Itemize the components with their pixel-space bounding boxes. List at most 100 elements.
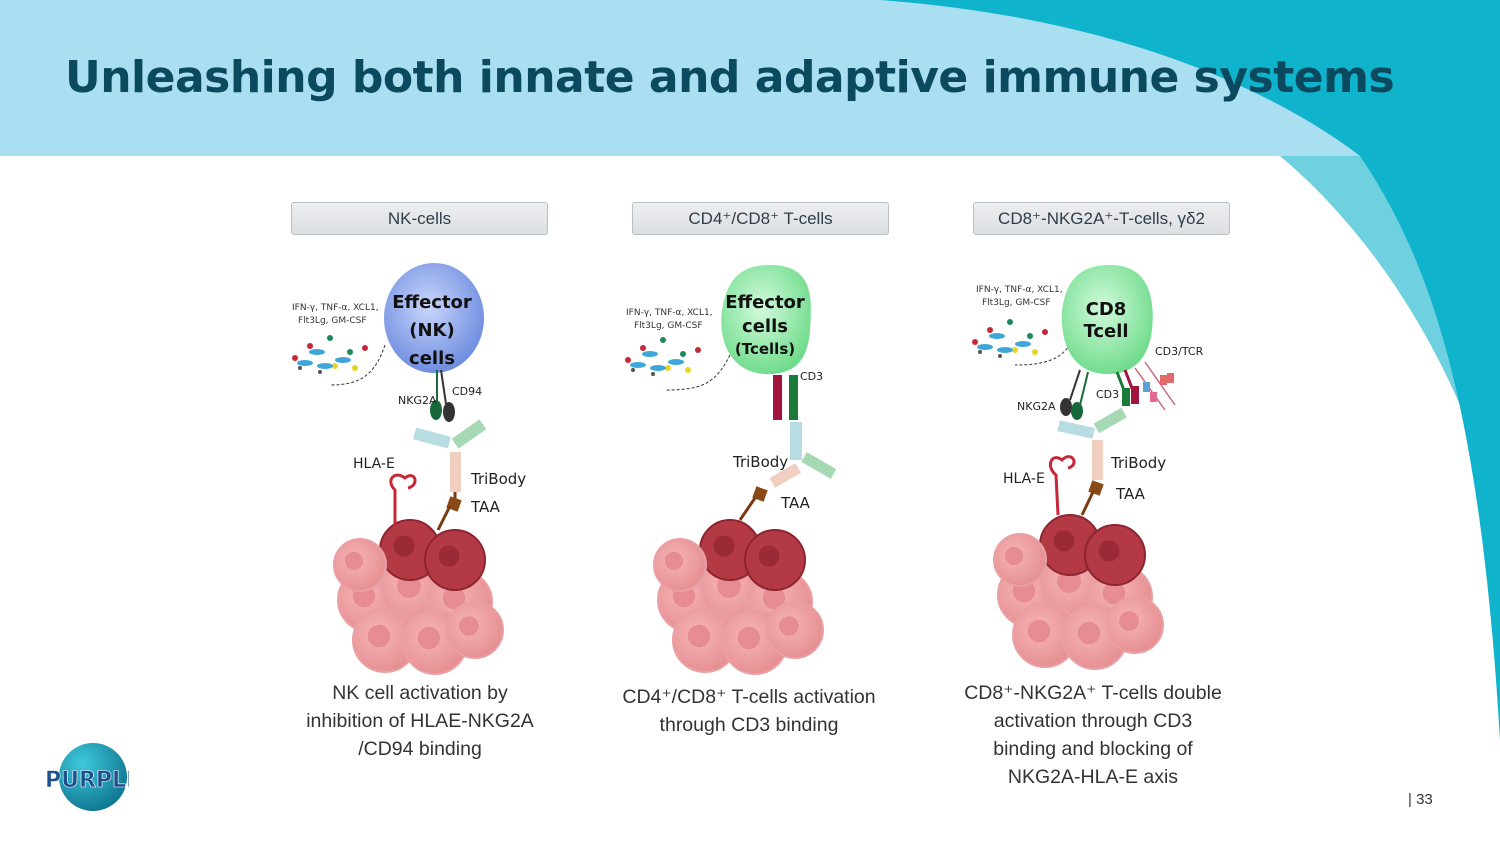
taa-label: TAA xyxy=(1115,485,1146,503)
nk-cell xyxy=(384,263,484,373)
caption-line: CD4⁺/CD8⁺ T-cells activation xyxy=(622,686,876,708)
cytokine-dots xyxy=(625,337,701,376)
cell-label: (Tcells) xyxy=(735,340,795,358)
nkg2a-receptor xyxy=(1060,398,1072,416)
cytokine-dot xyxy=(1027,333,1033,339)
cell-label: cells xyxy=(409,348,455,369)
cytokine-dot xyxy=(685,367,691,373)
caption-cd8-nkg2a: CD8⁺-NKG2A⁺ T-cells double activation th… xyxy=(964,679,1222,791)
cell-label: Effector xyxy=(392,292,472,313)
panel-header-nk: NK-cells xyxy=(291,202,548,235)
cytokine-oval xyxy=(297,360,313,366)
cd3-tcr-label: CD3/TCR xyxy=(1155,345,1204,358)
cytokine-dot xyxy=(631,368,635,372)
hla-e-label: HLA-E xyxy=(353,456,395,472)
cytokine-label: IFN-γ, TNF-α, XCL1, xyxy=(626,308,713,318)
cd8-nkg2a-tcell-diagram: IFN-γ, TNF-α, XCL1, Flt3Lg, GM-CSF CD8 T… xyxy=(972,265,1204,670)
cd3-receptor xyxy=(1122,388,1130,406)
cytokine-label: Flt3Lg, GM-CSF xyxy=(298,316,367,326)
caption-line: /CD94 binding xyxy=(358,738,482,760)
cytokine-label: Flt3Lg, GM-CSF xyxy=(982,298,1051,308)
cytokine-oval xyxy=(989,333,1005,339)
cytokine-oval xyxy=(630,362,646,368)
cytokine-oval xyxy=(997,347,1013,353)
cytokine-dot xyxy=(665,365,671,371)
secretion-arrow xyxy=(329,344,386,386)
tribody xyxy=(738,422,837,521)
panel-header-tcells: CD4⁺/CD8⁺ T-cells xyxy=(632,202,889,235)
cytokine-dot xyxy=(1042,329,1048,335)
tribody-label: TriBody xyxy=(1110,454,1166,472)
caption-line: NK cell activation by xyxy=(332,682,508,704)
caption-line: binding and blocking of xyxy=(993,738,1193,760)
cd94-label: CD94 xyxy=(452,385,482,398)
cytokine-dot xyxy=(327,335,333,341)
panel-header-cd8-nkg2a: CD8⁺-NKG2A⁺-T-cells, γδ2 xyxy=(973,202,1230,235)
caption-line: activation through CD3 xyxy=(993,710,1193,732)
hla-e-label: HLA-E xyxy=(1003,471,1045,487)
cytokine-dot xyxy=(998,354,1002,358)
caption-line: through CD3 binding xyxy=(659,714,839,736)
cytokine-dot xyxy=(307,343,313,349)
cytokine-dot xyxy=(625,357,631,363)
cytokine-dot xyxy=(660,337,666,343)
nkg2a-label: NKG2A xyxy=(1017,400,1056,413)
caption-nk: NK cell activation by inhibition of HLAE… xyxy=(306,679,534,763)
cytokine-dot xyxy=(1032,349,1038,355)
cytokine-dot xyxy=(318,370,322,374)
cytokine-oval xyxy=(309,349,325,355)
cell-label: Effector xyxy=(725,292,805,313)
taa-label: TAA xyxy=(780,494,811,512)
cd8-t-cell xyxy=(1061,265,1153,375)
logo-text: PURPLE xyxy=(45,768,129,793)
tribody-label: TriBody xyxy=(470,470,526,488)
cytokine-dots xyxy=(972,319,1048,358)
cytokine-dot xyxy=(292,355,298,361)
tumor-cluster xyxy=(653,519,824,675)
cytokine-oval xyxy=(977,344,993,350)
cytokine-dot xyxy=(362,345,368,351)
tribody xyxy=(413,419,487,531)
cytokine-dot xyxy=(1007,319,1013,325)
tcr-receptors xyxy=(1134,361,1176,411)
cytokine-oval xyxy=(650,365,666,371)
tumor-cluster xyxy=(993,514,1164,670)
tcell-diagram: IFN-γ, TNF-α, XCL1, Flt3Lg, GM-CSF Effec… xyxy=(625,265,837,675)
cytokine-dot xyxy=(1012,347,1018,353)
caption-line: NKG2A-HLA-E axis xyxy=(1007,766,1179,788)
caption-line: inhibition of HLAE-NKG2A xyxy=(306,710,534,732)
cell-label: Tcell xyxy=(1083,321,1128,342)
cytokine-dots xyxy=(292,335,368,374)
nkg2a-label: NKG2A xyxy=(398,394,437,407)
caption-line: CD8⁺-NKG2A⁺ T-cells double xyxy=(964,682,1222,704)
cytokine-label: IFN-γ, TNF-α, XCL1, xyxy=(292,303,379,313)
cytokine-dot xyxy=(695,347,701,353)
nk-cell-diagram: IFN-γ, TNF-α, XCL1, Flt3Lg, GM-CSF Effec… xyxy=(292,263,526,675)
cytokine-dot xyxy=(640,345,646,351)
cytokine-oval xyxy=(335,357,351,363)
cytokine-label: Flt3Lg, GM-CSF xyxy=(634,321,703,331)
cell-label: (NK) xyxy=(409,320,454,341)
cytokine-dot xyxy=(347,349,353,355)
cell-label: CD8 xyxy=(1086,299,1127,320)
tribody xyxy=(1057,407,1127,516)
cytokine-dot xyxy=(352,365,358,371)
cytokine-dot xyxy=(972,339,978,345)
nkg2a-receptor xyxy=(430,400,442,420)
taa-label: TAA xyxy=(470,498,501,516)
cd3-receptor xyxy=(773,375,782,420)
purple-logo: PURPLE xyxy=(45,743,129,811)
cell-label: cells xyxy=(742,316,788,337)
slide-title: Unleashing both innate and adaptive immu… xyxy=(65,52,1395,103)
cytokine-dot xyxy=(680,351,686,357)
cytokine-oval xyxy=(1015,341,1031,347)
hla-e-molecule xyxy=(1048,455,1076,516)
cytokine-dot xyxy=(298,366,302,370)
caption-tcells: CD4⁺/CD8⁺ T-cells activation through CD3… xyxy=(622,683,875,739)
cytokine-oval xyxy=(642,351,658,357)
hla-e-molecule xyxy=(389,473,417,525)
cd3-label: CD3 xyxy=(1096,388,1119,401)
accent-arc-right xyxy=(1360,156,1500,740)
